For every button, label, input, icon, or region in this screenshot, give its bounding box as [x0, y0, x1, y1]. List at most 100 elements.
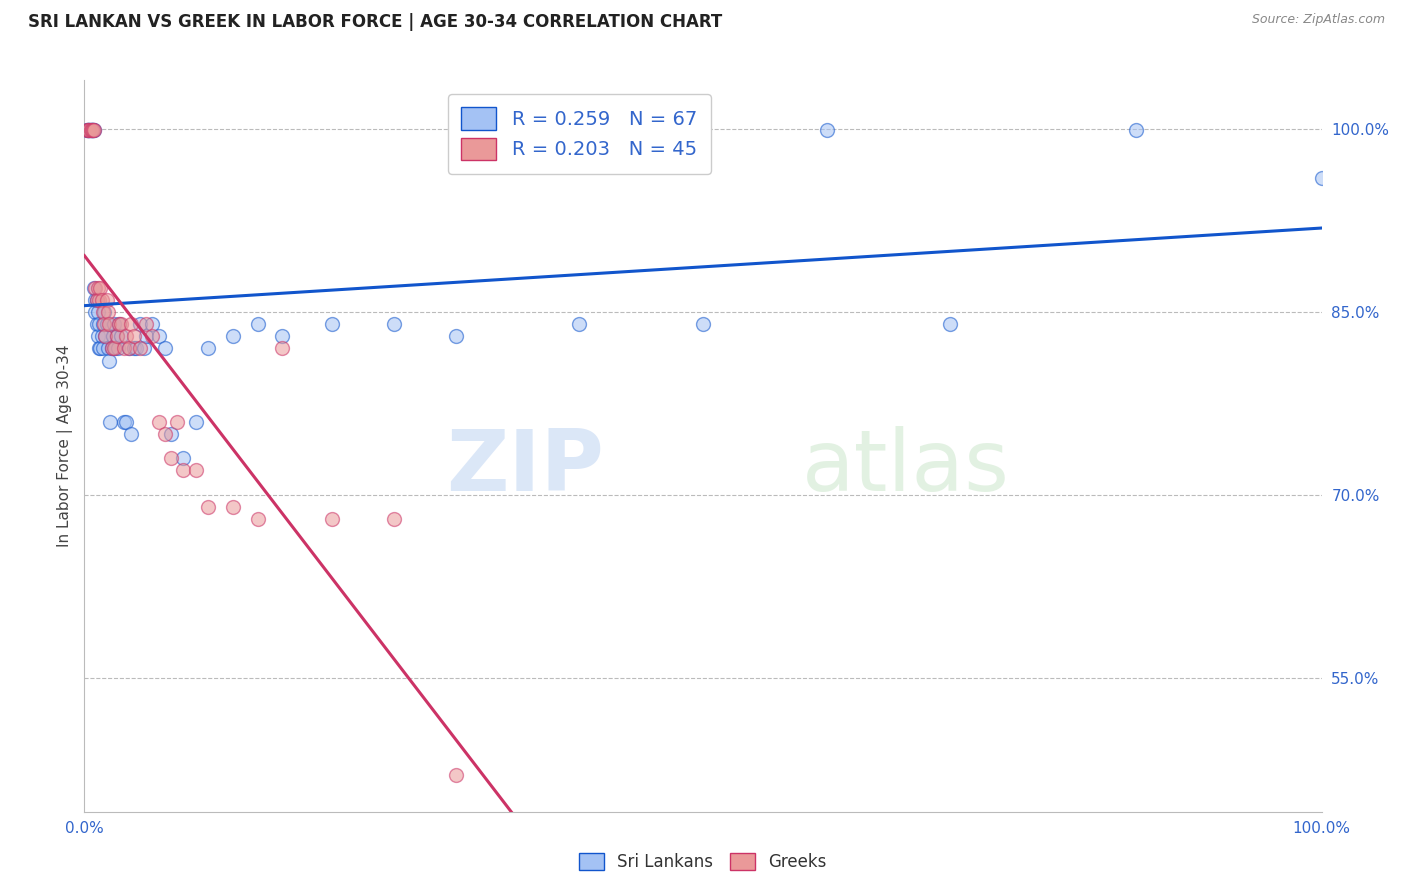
- Text: ZIP: ZIP: [446, 426, 605, 509]
- Text: SRI LANKAN VS GREEK IN LABOR FORCE | AGE 30-34 CORRELATION CHART: SRI LANKAN VS GREEK IN LABOR FORCE | AGE…: [28, 13, 723, 31]
- Point: [382, 317, 405, 331]
- Point: [160, 451, 183, 466]
- Point: [108, 317, 131, 331]
- Point: [939, 317, 962, 331]
- Point: [172, 451, 194, 466]
- Point: [77, 123, 100, 137]
- Point: [166, 415, 188, 429]
- Point: [125, 342, 148, 356]
- Point: [83, 123, 105, 137]
- Point: [79, 123, 101, 137]
- Point: [84, 293, 107, 307]
- Point: [112, 415, 135, 429]
- Point: [135, 317, 157, 331]
- Text: Source: ZipAtlas.com: Source: ZipAtlas.com: [1251, 13, 1385, 27]
- Point: [77, 123, 100, 137]
- Point: [129, 342, 152, 356]
- Point: [86, 293, 108, 307]
- Point: [98, 317, 121, 331]
- Point: [103, 342, 125, 356]
- Point: [89, 342, 111, 356]
- Point: [83, 123, 105, 137]
- Point: [107, 342, 129, 356]
- Point: [122, 342, 145, 356]
- Point: [141, 329, 163, 343]
- Point: [79, 123, 101, 137]
- Point: [444, 768, 467, 782]
- Point: [1310, 170, 1333, 185]
- Point: [444, 329, 467, 343]
- Point: [118, 342, 141, 356]
- Point: [153, 342, 176, 356]
- Point: [79, 123, 101, 137]
- Point: [101, 329, 124, 343]
- Point: [1125, 123, 1147, 137]
- Point: [80, 123, 103, 137]
- Point: [160, 426, 183, 441]
- Point: [91, 305, 114, 319]
- Point: [120, 317, 142, 331]
- Point: [82, 123, 104, 137]
- Point: [105, 329, 128, 343]
- Legend: Sri Lankans, Greeks: Sri Lankans, Greeks: [571, 845, 835, 880]
- Point: [89, 342, 111, 356]
- Point: [692, 317, 714, 331]
- Point: [153, 426, 176, 441]
- Point: [87, 329, 110, 343]
- Point: [86, 317, 108, 331]
- Point: [100, 342, 122, 356]
- Point: [172, 463, 194, 477]
- Point: [321, 512, 343, 526]
- Point: [94, 329, 117, 343]
- Point: [112, 342, 135, 356]
- Point: [271, 342, 294, 356]
- Point: [118, 342, 141, 356]
- Point: [104, 342, 127, 356]
- Point: [91, 317, 114, 331]
- Point: [86, 293, 108, 307]
- Point: [148, 329, 170, 343]
- Point: [87, 305, 110, 319]
- Point: [89, 317, 111, 331]
- Point: [197, 500, 219, 514]
- Point: [79, 123, 101, 137]
- Point: [122, 329, 145, 343]
- Point: [80, 123, 103, 137]
- Point: [79, 123, 101, 137]
- Point: [91, 342, 114, 356]
- Point: [382, 512, 405, 526]
- Point: [197, 342, 219, 356]
- Point: [77, 123, 100, 137]
- Point: [93, 305, 115, 319]
- Point: [148, 415, 170, 429]
- Point: [84, 280, 107, 294]
- Point: [76, 123, 98, 137]
- Legend: R = 0.259   N = 67, R = 0.203   N = 45: R = 0.259 N = 67, R = 0.203 N = 45: [447, 94, 711, 174]
- Point: [120, 426, 142, 441]
- Point: [96, 293, 118, 307]
- Point: [80, 123, 103, 137]
- Point: [89, 280, 111, 294]
- Point: [110, 317, 132, 331]
- Point: [90, 329, 112, 343]
- Point: [105, 329, 128, 343]
- Point: [83, 280, 105, 294]
- Point: [98, 353, 121, 368]
- Point: [141, 317, 163, 331]
- Point: [87, 280, 110, 294]
- Point: [103, 317, 125, 331]
- Point: [97, 342, 120, 356]
- Point: [84, 305, 107, 319]
- Point: [82, 123, 104, 137]
- Point: [108, 317, 131, 331]
- Point: [93, 317, 115, 331]
- Point: [222, 329, 245, 343]
- Point: [132, 342, 155, 356]
- Point: [568, 317, 591, 331]
- Point: [79, 123, 101, 137]
- Y-axis label: In Labor Force | Age 30-34: In Labor Force | Age 30-34: [58, 344, 73, 548]
- Point: [135, 329, 157, 343]
- Point: [82, 123, 104, 137]
- Point: [89, 293, 111, 307]
- Point: [246, 512, 269, 526]
